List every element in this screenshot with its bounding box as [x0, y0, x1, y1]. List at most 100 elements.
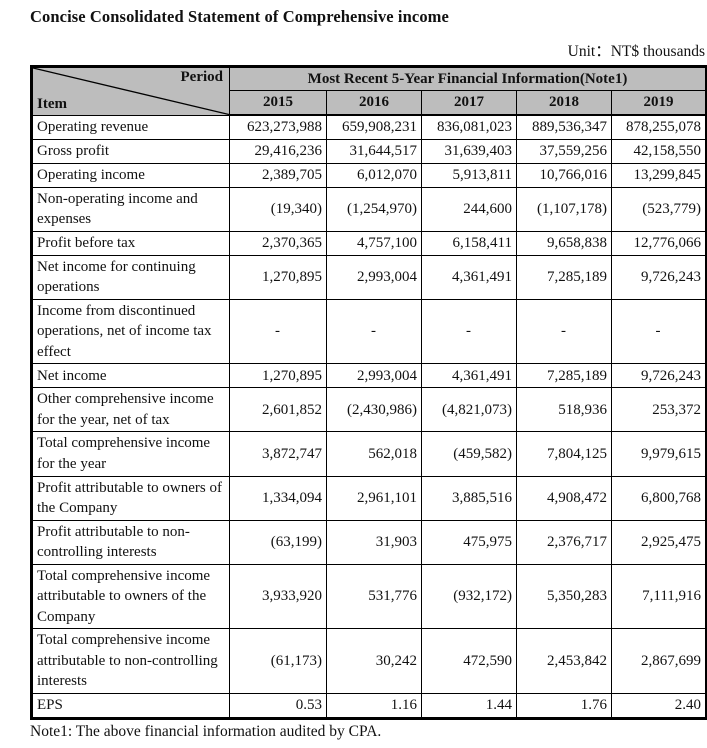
value-cell: 836,081,023	[421, 114, 517, 140]
value-cell: 30,242	[326, 628, 422, 695]
item-cell: Income from discontinued operations, net…	[31, 298, 230, 365]
value-cell: 4,757,100	[326, 230, 422, 256]
value-cell: 2,925,475	[610, 519, 707, 565]
value-cell: 7,285,189	[516, 363, 612, 389]
page-title: Concise Consolidated Statement of Compre…	[30, 7, 449, 26]
value-cell: 4,908,472	[516, 475, 612, 521]
value-cell: -	[229, 298, 327, 365]
table-row: Total comprehensive income attributable …	[31, 563, 707, 630]
value-cell: -	[516, 298, 612, 365]
value-cell: 1,270,895	[229, 254, 327, 300]
value-cell: 2,601,852	[229, 387, 327, 433]
value-cell: (61,173)	[229, 628, 327, 695]
value-cell: 623,273,988	[229, 114, 327, 140]
value-cell: 5,350,283	[516, 563, 612, 630]
item-cell: Operating income	[31, 162, 230, 188]
item-cell: EPS	[31, 693, 230, 719]
value-cell: 2,389,705	[229, 162, 327, 188]
value-cell: 562,018	[326, 431, 422, 477]
item-cell: Operating revenue	[31, 114, 230, 140]
year-header-2017: 2017	[421, 90, 517, 116]
group-header: Most Recent 5-Year Financial Information…	[228, 66, 707, 91]
value-cell: 2,453,842	[516, 628, 612, 695]
item-cell: Total comprehensive income attributable …	[31, 628, 230, 695]
table-row: EPS 0.53 1.16 1.44 1.76 2.40	[31, 693, 707, 719]
value-cell: -	[610, 298, 707, 365]
value-cell: 2,370,365	[229, 230, 327, 256]
value-cell: 2,376,717	[516, 519, 612, 565]
value-cell: 4,361,491	[421, 363, 517, 389]
table-row: Total comprehensive income for the year …	[31, 431, 707, 477]
table-row: Net income for continuing operations 1,2…	[31, 254, 707, 300]
value-cell: -	[421, 298, 517, 365]
item-cell: Non-operating income and expenses	[31, 186, 230, 232]
value-cell: 3,933,920	[229, 563, 327, 630]
value-cell: (63,199)	[229, 519, 327, 565]
value-cell: 244,600	[421, 186, 517, 232]
table-row: Operating revenue 623,273,988 659,908,23…	[31, 114, 707, 140]
value-cell: 7,285,189	[516, 254, 612, 300]
value-cell: (523,779)	[610, 186, 707, 232]
value-cell: 7,111,916	[610, 563, 707, 630]
value-cell: 518,936	[516, 387, 612, 433]
corner-cell: Period Item	[31, 66, 230, 116]
value-cell: 6,012,070	[326, 162, 422, 188]
value-cell: 3,872,747	[229, 431, 327, 477]
value-cell: 1.16	[326, 693, 422, 719]
value-cell: 42,158,550	[610, 138, 707, 164]
value-cell: (19,340)	[229, 186, 327, 232]
value-cell: 253,372	[610, 387, 707, 433]
unit-label: Unit：NT$ thousands	[567, 43, 705, 60]
value-cell: 31,903	[326, 519, 422, 565]
year-header-2018: 2018	[516, 90, 612, 116]
value-cell: 2,993,004	[326, 363, 422, 389]
value-cell: 2,993,004	[326, 254, 422, 300]
value-cell: (1,107,178)	[516, 186, 612, 232]
item-cell: Total comprehensive income for the year	[31, 431, 230, 477]
value-cell: 37,559,256	[516, 138, 612, 164]
item-cell: Net income	[31, 363, 230, 389]
value-cell: (2,430,986)	[326, 387, 422, 433]
value-cell: 29,416,236	[229, 138, 327, 164]
table-row: Operating income 2,389,705 6,012,070 5,9…	[31, 162, 707, 188]
note-text: Note1: The above financial information a…	[30, 722, 382, 740]
table-row: Profit attributable to non-controlling i…	[31, 519, 707, 565]
value-cell: 1.76	[516, 693, 612, 719]
value-cell: 31,639,403	[421, 138, 517, 164]
value-cell: 10,766,016	[516, 162, 612, 188]
item-cell: Total comprehensive income attributable …	[31, 563, 230, 630]
value-cell: 659,908,231	[326, 114, 422, 140]
value-cell: 2,867,699	[610, 628, 707, 695]
item-cell: Profit attributable to owners of the Com…	[31, 475, 230, 521]
table-row: Gross profit 29,416,236 31,644,517 31,63…	[31, 138, 707, 164]
table-body: Operating revenue 623,273,988 659,908,23…	[31, 114, 707, 719]
value-cell: 2,961,101	[326, 475, 422, 521]
value-cell: 6,158,411	[421, 230, 517, 256]
value-cell: 9,979,615	[610, 431, 707, 477]
value-cell: 12,776,066	[610, 230, 707, 256]
item-cell: Gross profit	[31, 138, 230, 164]
item-cell: Net income for continuing operations	[31, 254, 230, 300]
item-header-label: Item	[37, 95, 67, 112]
value-cell: 9,726,243	[610, 363, 707, 389]
value-cell: 531,776	[326, 563, 422, 630]
table-row: Non-operating income and expenses (19,34…	[31, 186, 707, 232]
value-cell: -	[326, 298, 422, 365]
value-cell: (932,172)	[421, 563, 517, 630]
item-cell: Other comprehensive income for the year,…	[31, 387, 230, 433]
value-cell: 1,334,094	[229, 475, 327, 521]
value-cell: 472,590	[421, 628, 517, 695]
value-cell: 7,804,125	[516, 431, 612, 477]
value-cell: 9,658,838	[516, 230, 612, 256]
item-cell: Profit before tax	[31, 230, 230, 256]
year-header-2019: 2019	[610, 90, 707, 116]
year-header-2015: 2015	[229, 90, 327, 116]
item-cell: Profit attributable to non-controlling i…	[31, 519, 230, 565]
value-cell: 0.53	[229, 693, 327, 719]
diagonal-divider-icon	[33, 68, 229, 115]
value-cell: 2.40	[610, 693, 707, 719]
financial-table: Period Item Most Recent 5-Year Financial…	[30, 65, 707, 720]
value-cell: (4,821,073)	[421, 387, 517, 433]
value-cell: (459,582)	[421, 431, 517, 477]
